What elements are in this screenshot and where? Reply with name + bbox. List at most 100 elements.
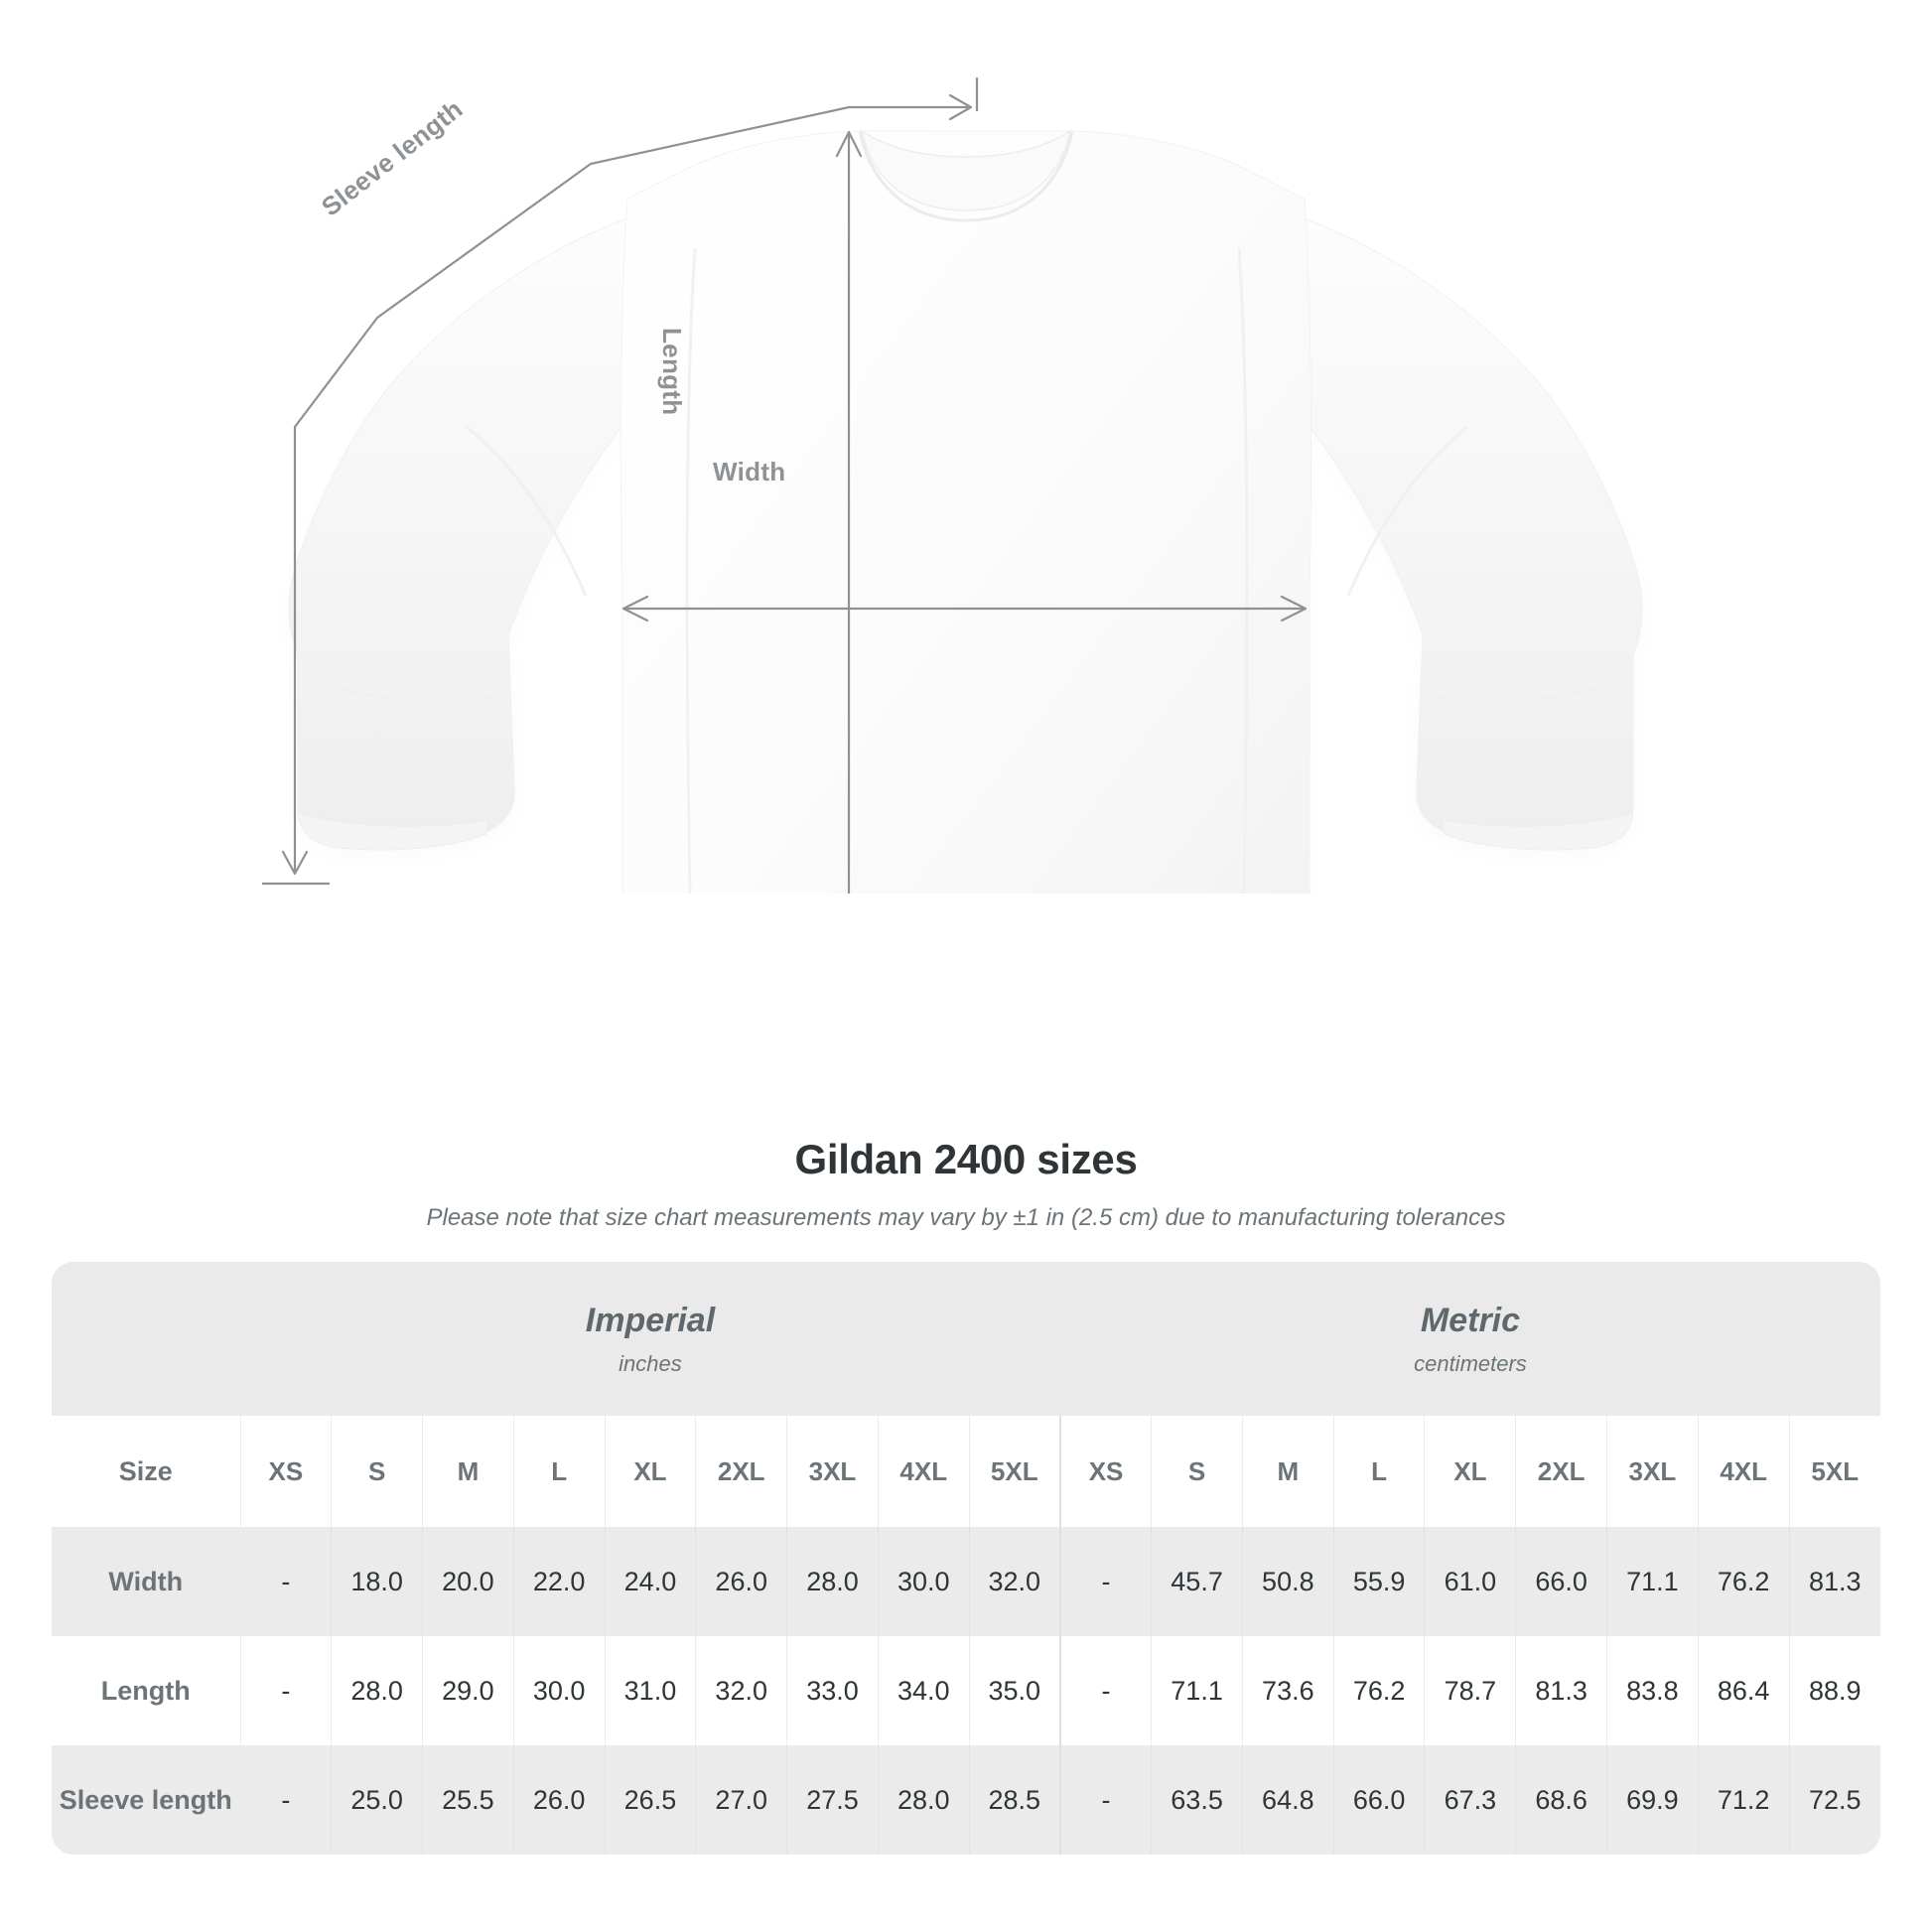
size-column-header-3xl-imperial: 3XL (786, 1416, 879, 1527)
shirt-silhouette (288, 129, 1643, 894)
table-cell: 81.3 (1789, 1527, 1880, 1636)
size-column-header-m-metric: M (1242, 1416, 1334, 1527)
sleeve-length-guide (262, 77, 979, 886)
table-row: Length -28.0 29.0 30.0 31.0 32.0 33.0 34.0 35.0-… (52, 1636, 1880, 1745)
table-cell: 68.6 (1515, 1745, 1608, 1855)
unit-row-spacer (52, 1262, 240, 1416)
table-cell: 27.5 (786, 1745, 879, 1855)
table-cell: 31.0 (605, 1636, 697, 1745)
measurement-label-sleeve-length: Sleeve length (52, 1745, 241, 1855)
table-cell: 88.9 (1789, 1636, 1880, 1745)
tolerance-note: Please note that size chart measurements… (426, 1204, 1506, 1232)
size-column-header-xl-metric: XL (1424, 1416, 1517, 1527)
table-cell: 20.0 (422, 1527, 514, 1636)
table-cell: 18.0 (331, 1527, 424, 1636)
table-cell: 27.0 (695, 1745, 788, 1855)
size-column-header-4xl-metric: 4XL (1698, 1416, 1790, 1527)
table-cell: 28.0 (786, 1527, 879, 1636)
table-cell: 45.7 (1151, 1527, 1243, 1636)
measurement-lines (262, 77, 1308, 894)
table-cell: - (1059, 1636, 1153, 1745)
table-cell: 71.1 (1151, 1636, 1243, 1745)
size-column-header-xs-imperial: XS (240, 1416, 333, 1527)
table-cell: 78.7 (1424, 1636, 1517, 1745)
table-cell: 30.0 (878, 1527, 970, 1636)
size-row-header: Size (52, 1416, 241, 1527)
long-sleeve-shirt-drawing (262, 77, 1643, 894)
size-column-header-xs-metric: XS (1059, 1416, 1153, 1527)
table-cell: 76.2 (1698, 1527, 1790, 1636)
table-cell: 50.8 (1242, 1527, 1334, 1636)
width-label: Width (713, 457, 786, 486)
unit-name: Metric (1420, 1301, 1521, 1339)
table-cell: 26.0 (513, 1745, 606, 1855)
table-cell: 35.0 (969, 1636, 1061, 1745)
table-cell: 34.0 (878, 1636, 970, 1745)
unit-system-header-row: Imperial inches Metric centimeters (52, 1262, 1880, 1416)
size-column-header-l-metric: L (1333, 1416, 1426, 1527)
size-chart-table: Imperial inches Metric centimeters Size XS S M L… (52, 1262, 1880, 1855)
size-column-header-5xl-metric: 5XL (1789, 1416, 1880, 1527)
table-cell: 63.5 (1151, 1745, 1243, 1855)
table-cell: 25.0 (331, 1745, 424, 1855)
size-column-header-l-imperial: L (513, 1416, 606, 1527)
table-cell: 32.0 (695, 1636, 788, 1745)
table-cell: 22.0 (513, 1527, 606, 1636)
size-column-header-m-imperial: M (422, 1416, 514, 1527)
table-cell: 26.0 (695, 1527, 788, 1636)
size-column-header-xl-imperial: XL (605, 1416, 697, 1527)
size-column-header-3xl-metric: 3XL (1606, 1416, 1699, 1527)
table-row: Sleeve length -25.0 25.5 26.0 26.5 27.0 27.5 28… (52, 1745, 1880, 1855)
length-label: Length (657, 328, 687, 416)
size-column-header-2xl-imperial: 2XL (695, 1416, 788, 1527)
table-cell: 25.5 (422, 1745, 514, 1855)
table-cell: 33.0 (786, 1636, 879, 1745)
table-cell: - (1059, 1527, 1153, 1636)
table-cell: 72.5 (1789, 1745, 1880, 1855)
unit-name: Imperial (585, 1301, 716, 1339)
size-column-header-s-imperial: S (331, 1416, 424, 1527)
table-cell: 71.2 (1698, 1745, 1790, 1855)
table-cell: 67.3 (1424, 1745, 1517, 1855)
unit-subtitle: centimeters (1414, 1350, 1527, 1376)
table-cell: 66.0 (1515, 1527, 1608, 1636)
table-cell: 83.8 (1606, 1636, 1699, 1745)
table-cell: 24.0 (605, 1527, 697, 1636)
table-cell: - (240, 1636, 333, 1745)
table-cell: 61.0 (1424, 1527, 1517, 1636)
garment-illustration: Sleeve length Length Width (0, 0, 1932, 894)
table-cell: 69.9 (1606, 1745, 1699, 1855)
table-cell: 26.5 (605, 1745, 697, 1855)
table-cell: 64.8 (1242, 1745, 1334, 1855)
table-cell: 81.3 (1515, 1636, 1608, 1745)
table-cell: 30.0 (513, 1636, 606, 1745)
table-cell: 73.6 (1242, 1636, 1334, 1745)
table-cell: 28.5 (969, 1745, 1061, 1855)
table-cell: - (1059, 1745, 1153, 1855)
table-cell: 28.0 (331, 1636, 424, 1745)
size-column-header-5xl-imperial: 5XL (969, 1416, 1061, 1527)
unit-subtitle: inches (619, 1350, 682, 1376)
width-guide (621, 595, 1308, 622)
unit-header-imperial: Imperial inches (240, 1262, 1060, 1416)
table-cell: 86.4 (1698, 1636, 1790, 1745)
size-column-header-2xl-metric: 2XL (1515, 1416, 1608, 1527)
measurement-label-width: Width (52, 1527, 241, 1636)
table-cell: 71.1 (1606, 1527, 1699, 1636)
table-cell: 29.0 (422, 1636, 514, 1745)
table-cell: 76.2 (1333, 1636, 1426, 1745)
size-header-row: Size XS S M L XL 2XL 3XL 4XL 5XL XS S M L XL 2XL 3XL 4XL 5… (52, 1416, 1880, 1527)
measurement-label-length: Length (52, 1636, 241, 1745)
title-block: Gildan 2400 sizes Please note that size … (0, 1136, 1932, 1233)
table-cell: - (240, 1527, 333, 1636)
size-chart-table-container: Imperial inches Metric centimeters Size XS S M L… (52, 1262, 1880, 1855)
table-row: Width -18.0 20.0 22.0 24.0 26.0 28.0 30.0 32.0-4… (52, 1527, 1880, 1636)
table-cell: 28.0 (878, 1745, 970, 1855)
table-cell: 66.0 (1333, 1745, 1426, 1855)
size-column-header-s-metric: S (1151, 1416, 1243, 1527)
table-cell: 32.0 (969, 1527, 1061, 1636)
unit-header-metric: Metric centimeters (1059, 1262, 1880, 1416)
page-title: Gildan 2400 sizes (794, 1136, 1138, 1182)
table-cell: 55.9 (1333, 1527, 1426, 1636)
